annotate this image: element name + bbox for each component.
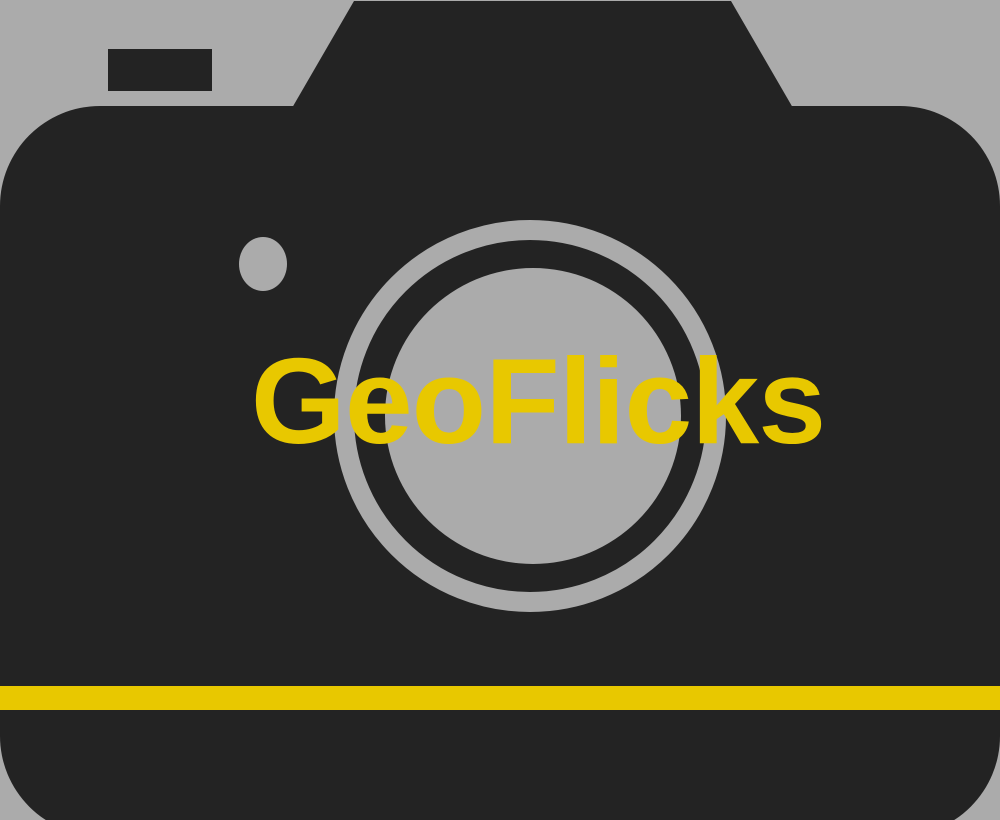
viewfinder-block: [108, 49, 212, 91]
camera-top-hump: [292, 1, 793, 108]
logo-wordmark: GeoFlicks: [250, 333, 826, 469]
flash-light: [239, 237, 287, 291]
accent-stripe: [0, 686, 1000, 710]
lens-glass: [385, 268, 681, 564]
lens-outer-ring: [334, 220, 726, 612]
